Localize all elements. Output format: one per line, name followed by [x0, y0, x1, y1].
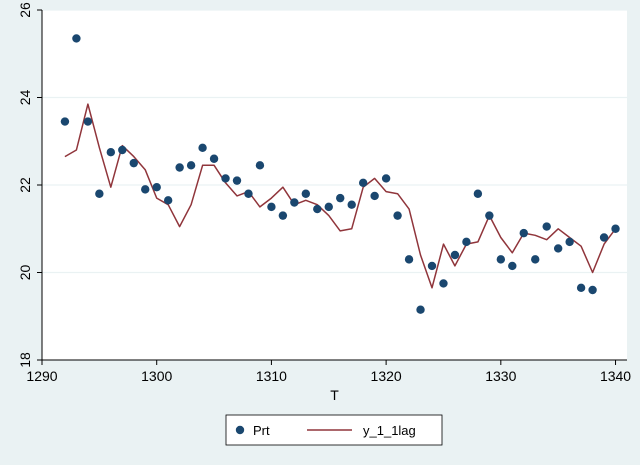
data-point-prt	[141, 185, 150, 194]
y-axis: 18 20 22 24 26	[17, 2, 43, 368]
data-point-prt	[221, 174, 230, 183]
data-point-prt	[198, 143, 207, 153]
data-point-prt	[209, 154, 219, 163]
data-point-prt	[450, 250, 460, 260]
data-point-prt	[255, 161, 265, 170]
legend: Prt y_1_1lag	[225, 414, 443, 446]
data-point-prt	[519, 228, 528, 238]
x-axis: 1290 1300 1310 1320 1330 1340	[26, 359, 631, 384]
data-point-prt	[301, 189, 311, 198]
data-point-prt	[358, 178, 368, 188]
data-point-prt	[186, 161, 196, 170]
data-point-prt	[553, 244, 563, 253]
x-tick-label: 1320	[371, 368, 402, 384]
y-tick-label: 26	[17, 2, 33, 18]
x-tick-label: 1310	[256, 368, 287, 384]
x-tick-label: 1290	[26, 368, 57, 384]
data-point-prt	[152, 182, 161, 192]
data-point-prt	[244, 189, 253, 198]
grid-lines	[42, 9, 627, 274]
y-tick-label: 18	[17, 352, 33, 368]
data-point-prt	[485, 211, 494, 220]
data-point-prt	[175, 163, 184, 172]
data-point-prt	[106, 147, 116, 157]
data-point-prt	[542, 222, 551, 231]
data-point-prt	[439, 279, 448, 288]
data-point-prt	[599, 233, 609, 242]
data-point-prt	[336, 193, 345, 203]
legend-label-prt: Prt	[253, 423, 270, 438]
legend-label-y-1-1lag: y_1_1lag	[363, 423, 416, 438]
data-point-prt	[381, 174, 391, 183]
data-point-prt	[404, 255, 414, 264]
data-point-prt	[60, 117, 70, 126]
data-point-prt	[531, 255, 540, 264]
data-point-prt	[416, 305, 425, 314]
data-point-prt	[565, 237, 574, 247]
x-tick-label: 1330	[485, 368, 516, 384]
legend-marker-prt	[235, 425, 245, 435]
data-point-prt	[163, 196, 173, 205]
data-point-prt	[611, 224, 620, 233]
data-point-prt	[95, 189, 104, 198]
data-point-prt	[473, 189, 483, 198]
data-point-prt	[508, 261, 517, 271]
data-point-prt	[462, 237, 471, 247]
x-tick-label: 1340	[600, 368, 631, 384]
data-point-prt	[72, 34, 81, 43]
data-point-prt	[129, 158, 138, 168]
data-point-prt	[290, 198, 299, 207]
data-point-prt	[393, 211, 402, 220]
x-axis-title: T	[330, 387, 339, 403]
data-point-prt	[83, 117, 93, 126]
y-tick-label: 20	[17, 265, 33, 281]
data-point-prt	[370, 191, 379, 201]
data-point-prt	[324, 202, 333, 212]
data-point-prt	[496, 255, 506, 264]
data-point-prt	[232, 176, 242, 185]
data-point-prt	[347, 200, 356, 209]
data-point-prt	[278, 211, 288, 220]
y-tick-label: 24	[17, 90, 33, 106]
data-point-prt	[267, 202, 276, 212]
data-point-prt	[576, 283, 586, 293]
x-tick-label: 1300	[141, 368, 172, 384]
data-point-prt	[118, 145, 127, 155]
y-tick-label: 22	[17, 177, 33, 193]
data-point-prt	[427, 261, 437, 271]
data-point-prt	[588, 285, 597, 295]
data-point-prt	[313, 204, 322, 214]
series-points	[60, 34, 620, 314]
